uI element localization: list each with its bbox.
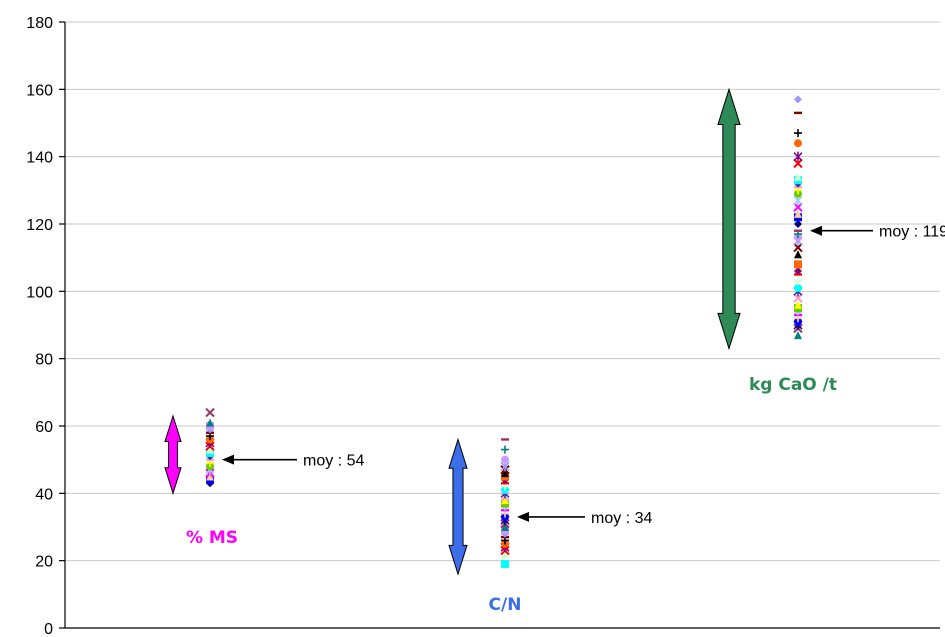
mean-pointer-head — [222, 454, 234, 465]
y-tick-label: 120 — [26, 217, 53, 234]
range-double-arrow — [448, 437, 468, 576]
mean-pointer-head — [810, 225, 822, 236]
category-label: % MS — [186, 528, 238, 548]
data-point — [793, 202, 803, 212]
data-point — [793, 293, 803, 303]
data-point — [501, 560, 509, 569]
y-tick-label: 60 — [35, 419, 53, 436]
data-points — [205, 95, 803, 569]
y-tick-label: 160 — [26, 82, 53, 99]
data-point — [794, 220, 802, 228]
data-point — [501, 438, 509, 441]
data-point — [794, 260, 802, 269]
y-tick-label: 100 — [26, 284, 53, 301]
mean-label: moy : 34 — [591, 510, 652, 527]
data-point — [793, 242, 803, 253]
data-point — [501, 496, 509, 505]
data-point — [794, 95, 802, 104]
data-point — [794, 267, 802, 276]
data-point — [205, 407, 215, 418]
data-point — [206, 472, 214, 481]
data-point — [206, 418, 214, 427]
data-point — [794, 283, 802, 292]
data-point — [794, 209, 802, 218]
y-tick-label: 20 — [35, 554, 53, 571]
y-tick-label: 40 — [35, 486, 53, 503]
data-point — [206, 445, 214, 454]
mean-pointer-head — [517, 511, 529, 522]
y-tick-label: 180 — [26, 15, 53, 32]
range-double-arrow — [717, 87, 741, 351]
mean-label: moy : 119 — [879, 224, 945, 241]
axes: 0 20 40 60 80 100 120 140 160 180 — [26, 15, 940, 637]
data-point — [794, 129, 802, 138]
data-point — [794, 139, 802, 148]
y-tick-label: 0 — [44, 621, 53, 637]
data-point — [501, 445, 509, 454]
data-point — [501, 549, 509, 558]
data-point — [793, 158, 803, 169]
data-point — [793, 151, 803, 162]
data-point — [794, 331, 802, 340]
y-tick-label: 80 — [35, 352, 53, 369]
data-point — [794, 300, 802, 309]
data-point — [794, 277, 802, 286]
data-point — [794, 229, 802, 232]
category-label: C/N — [489, 595, 522, 615]
data-point — [794, 111, 802, 115]
category-label: kg CaO /t — [749, 375, 837, 395]
data-point — [794, 250, 802, 259]
data-point — [794, 172, 802, 181]
range-arrows — [164, 87, 741, 576]
y-tick-label: 140 — [26, 150, 53, 167]
data-point — [501, 455, 509, 464]
range-double-arrow — [164, 414, 182, 496]
data-point — [501, 469, 509, 478]
data-point — [501, 523, 509, 531]
mean-label: moy : 54 — [303, 453, 364, 470]
labels: moy : 54 % MS moy : 34 C/N moy : 119 kg CaO /… — [186, 224, 945, 615]
